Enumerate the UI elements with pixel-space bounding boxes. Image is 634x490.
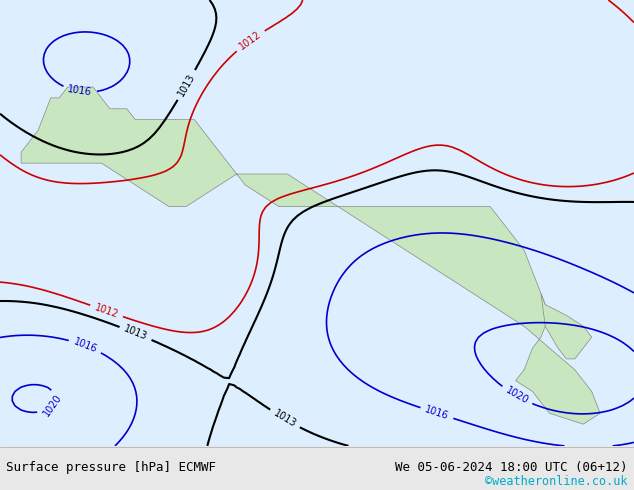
Polygon shape (541, 294, 592, 359)
Text: 1016: 1016 (72, 337, 98, 355)
Polygon shape (21, 87, 600, 424)
Text: 1013: 1013 (176, 72, 197, 98)
Text: 1013: 1013 (122, 324, 149, 343)
Text: 1013: 1013 (272, 408, 298, 429)
Text: 1012: 1012 (93, 302, 120, 320)
Text: 1020: 1020 (503, 386, 530, 406)
Text: ©weatheronline.co.uk: ©weatheronline.co.uk (485, 475, 628, 488)
Text: 1016: 1016 (424, 405, 450, 421)
Polygon shape (0, 0, 634, 446)
Text: We 05-06-2024 18:00 UTC (06+12): We 05-06-2024 18:00 UTC (06+12) (395, 462, 628, 474)
Text: Surface pressure [hPa] ECMWF: Surface pressure [hPa] ECMWF (6, 462, 216, 474)
Text: 1016: 1016 (67, 85, 93, 98)
Text: 1020: 1020 (42, 392, 64, 418)
Text: 1012: 1012 (238, 29, 263, 52)
